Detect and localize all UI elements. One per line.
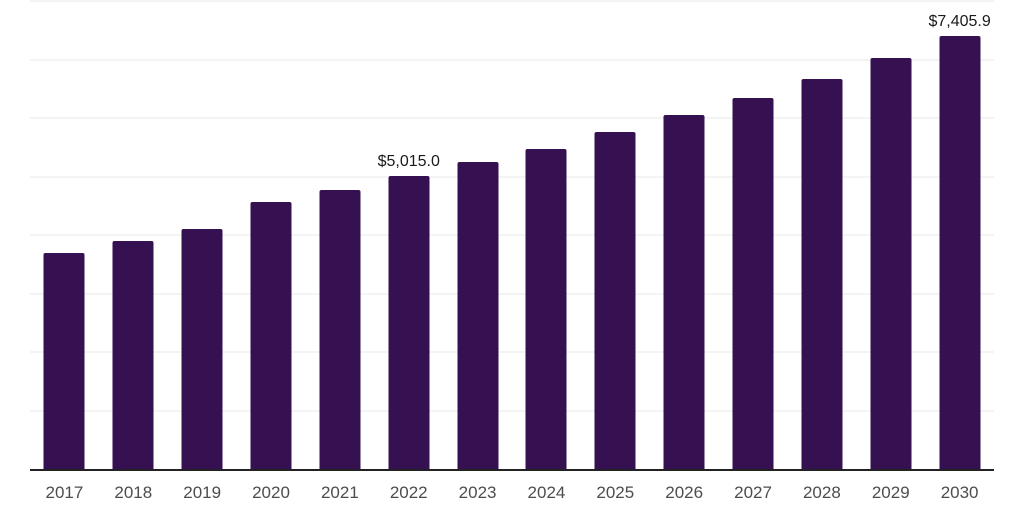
bar-2018 bbox=[112, 241, 154, 469]
gridline-3000 bbox=[30, 292, 994, 295]
bar-slot-2028 bbox=[787, 1, 856, 469]
bar-slot-2017 bbox=[30, 1, 99, 469]
x-tick-2020: 2020 bbox=[252, 483, 290, 502]
gridline-5000 bbox=[30, 175, 994, 178]
x-tick-2019: 2019 bbox=[183, 483, 222, 502]
bar-2023 bbox=[457, 162, 499, 469]
bar-2020 bbox=[250, 201, 292, 469]
value-label-2022: $5,015.0 bbox=[377, 152, 440, 170]
bar-2029 bbox=[870, 58, 912, 469]
bar-slot-2030: $7,405.9 bbox=[925, 1, 994, 469]
x-tick-2030: 2030 bbox=[940, 483, 979, 502]
gridline-8000 bbox=[30, 0, 994, 2]
bar-2027 bbox=[732, 98, 774, 469]
bar-slot-2025 bbox=[581, 1, 650, 469]
bar-slot-2023 bbox=[443, 1, 512, 469]
plot-area: $5,015.0 $7,405.9 bbox=[30, 0, 994, 471]
x-tick-2026: 2026 bbox=[665, 483, 704, 502]
value-label-2030: $7,405.9 bbox=[928, 12, 991, 30]
x-tick-2027: 2027 bbox=[734, 483, 772, 502]
bar-2021 bbox=[319, 190, 361, 469]
bar-2028 bbox=[801, 78, 843, 469]
bar-slot-2018 bbox=[99, 1, 168, 469]
x-tick-2025: 2025 bbox=[596, 483, 635, 502]
bar-slot-2026 bbox=[650, 1, 719, 469]
bar-slot-2022: $5,015.0 bbox=[374, 1, 443, 469]
x-tick-2022: 2022 bbox=[389, 483, 428, 502]
x-tick-2017: 2017 bbox=[45, 483, 84, 502]
x-tick-2028: 2028 bbox=[802, 483, 841, 502]
gridline-7000 bbox=[30, 58, 994, 61]
bar-2024 bbox=[525, 148, 567, 469]
bar-2026 bbox=[663, 115, 705, 469]
bar-slot-2024 bbox=[512, 1, 581, 469]
bar-slot-2029 bbox=[856, 1, 925, 469]
x-tick-2021: 2021 bbox=[320, 483, 359, 502]
bars-container: $5,015.0 $7,405.9 bbox=[30, 1, 994, 469]
gridline-6000 bbox=[30, 117, 994, 119]
bar-slot-2019 bbox=[168, 1, 237, 469]
bar-2030 bbox=[939, 35, 981, 469]
x-tick-2018: 2018 bbox=[114, 483, 153, 502]
bar-slot-2020 bbox=[237, 1, 306, 469]
bar-2017 bbox=[43, 252, 85, 469]
bar-2025 bbox=[594, 132, 636, 469]
bar-slot-2027 bbox=[719, 1, 788, 469]
bar-2019 bbox=[181, 228, 223, 469]
bar-slot-2021 bbox=[305, 1, 374, 469]
gridline-2000 bbox=[30, 351, 994, 353]
gridline-1000 bbox=[30, 409, 994, 412]
x-tick-2023: 2023 bbox=[458, 483, 497, 502]
x-tick-2029: 2029 bbox=[871, 483, 910, 502]
x-axis-labels: 2017 2018 2019 2020 2021 2022 2023 2024 2025 2026… bbox=[30, 483, 994, 502]
bar-2022 bbox=[388, 175, 430, 469]
gridline-4000 bbox=[30, 234, 994, 236]
x-tick-2024: 2024 bbox=[527, 483, 566, 502]
